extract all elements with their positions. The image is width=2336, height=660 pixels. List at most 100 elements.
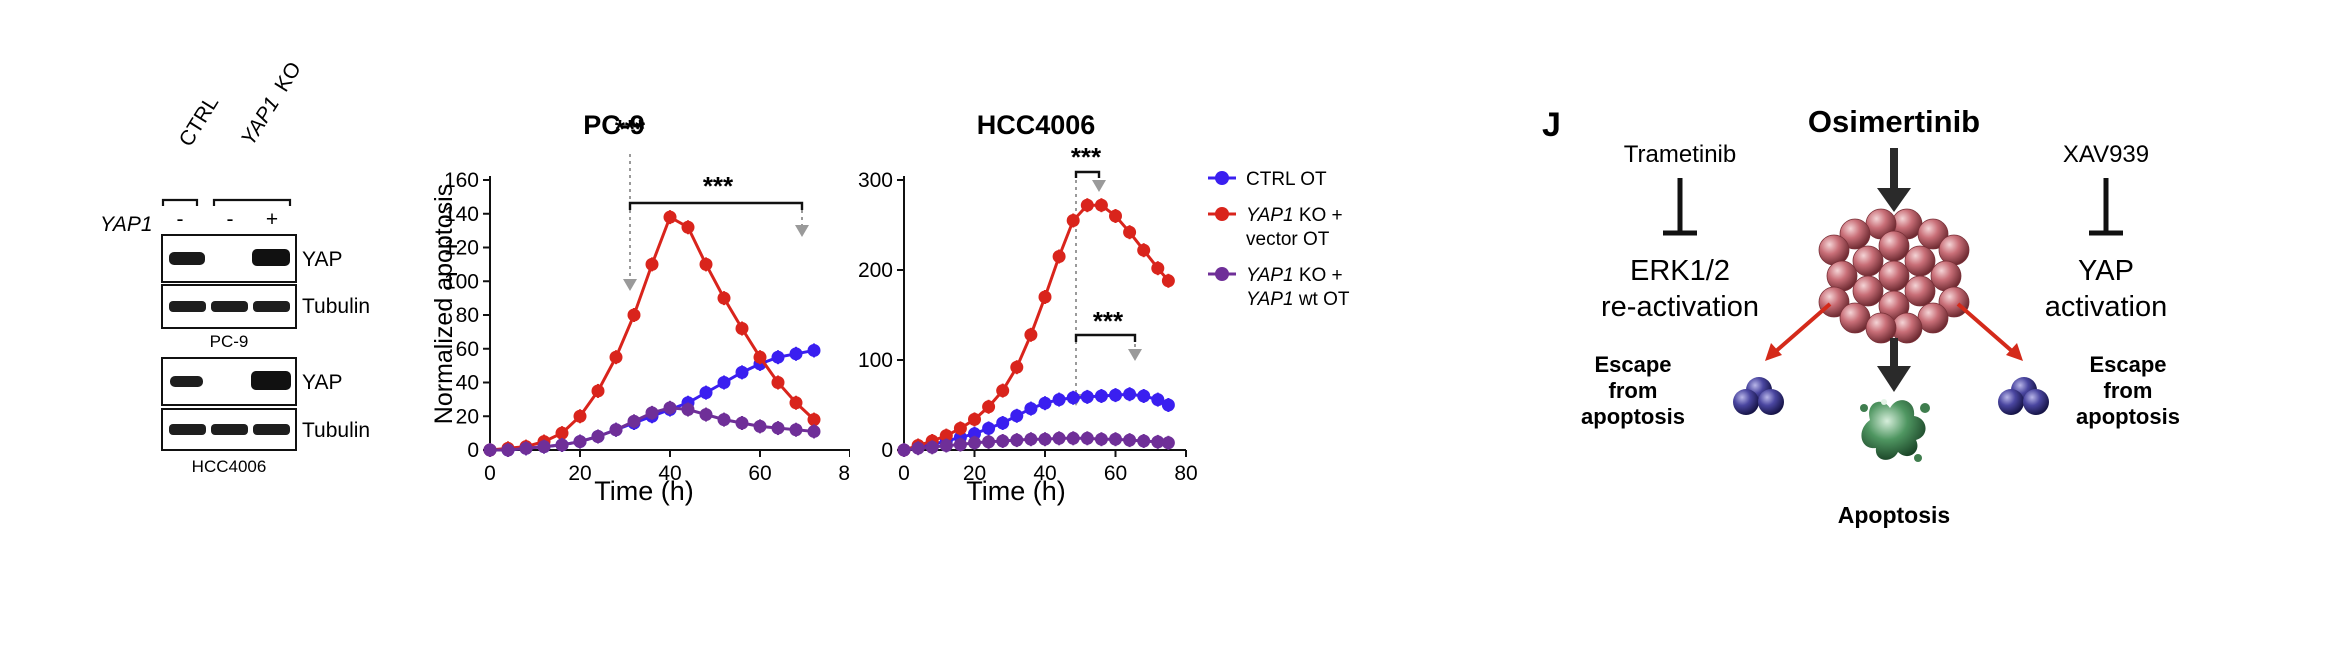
- xav939-inhibition-symbol: [2089, 178, 2123, 233]
- blot-band-pc9-tub-lane2: [211, 301, 248, 312]
- hcc-ytick-label: 0: [881, 439, 893, 462]
- pc9-point-yap1-ko-yap1-wt-ot: [628, 415, 641, 428]
- pc9-point-ctrl-ot: [772, 351, 785, 364]
- blot-bracket-ko: [214, 200, 290, 206]
- blot-cellline-pc9: PC-9: [210, 332, 249, 351]
- pc9-point-yap1-ko-vector-ot: [664, 211, 677, 224]
- hcc-point-yap1-ko-yap1-wt-ot: [1137, 435, 1150, 448]
- pc9-ytick-label: 40: [456, 372, 479, 395]
- hcc-xtick-label: 40: [1033, 462, 1056, 485]
- pc9-point-yap1-ko-yap1-wt-ot: [808, 425, 821, 438]
- left-escape-line-2: from: [1609, 378, 1658, 403]
- hcc-point-yap1-ko-yap1-wt-ot: [1109, 433, 1122, 446]
- tumor-cell-sphere: [1879, 261, 1909, 291]
- hcc-point-yap1-ko-yap1-wt-ot: [940, 439, 953, 452]
- pc9-ytick-label: 80: [456, 304, 479, 327]
- pc9-xtick-label: 20: [568, 462, 591, 485]
- chart-hcc-title: HCC4006: [977, 110, 1096, 140]
- tumor-cell-sphere: [1939, 235, 1969, 265]
- pc9-point-ctrl-ot: [808, 344, 821, 357]
- hcc-point-yap1-ko-vector-ot: [1081, 199, 1094, 212]
- blot-header-ko-suffix: KO: [270, 58, 306, 96]
- hcc-point-ctrl-ot: [996, 417, 1009, 430]
- pc9-point-yap1-ko-yap1-wt-ot: [502, 444, 515, 457]
- pc9-xtick-label: 80: [838, 462, 850, 485]
- blot-header-ko: YAP1 KO: [237, 58, 306, 150]
- pc9-point-yap1-ko-yap1-wt-ot: [754, 420, 767, 433]
- trametinib-inhibition-symbol: [1663, 178, 1697, 233]
- hcc-lower-bracket: [1076, 335, 1135, 342]
- hcc-xtick-label: 60: [1104, 462, 1127, 485]
- hcc-point-yap1-ko-yap1-wt-ot: [1039, 433, 1052, 446]
- hcc-ytick-label: 300: [858, 169, 893, 192]
- pc9-sig-bracket: [630, 203, 802, 210]
- blot-band-pc9-yap-lane1: [169, 252, 205, 265]
- blot-label-hcc-yap: YAP: [302, 371, 342, 394]
- hcc-xtick-label: 0: [898, 462, 910, 485]
- hcc-point-yap1-ko-vector-ot: [1109, 210, 1122, 223]
- hcc-point-ctrl-ot: [1162, 399, 1175, 412]
- hcc-point-yap1-ko-yap1-wt-ot: [968, 436, 981, 449]
- pc9-point-yap1-ko-vector-ot: [700, 258, 713, 271]
- blot-band-hcc-tub-lane3: [253, 424, 290, 435]
- schematic-bottom-label: Apoptosis: [1838, 502, 1950, 528]
- blot-label-pc9-yap: YAP: [302, 248, 342, 271]
- pc9-point-yap1-ko-vector-ot: [790, 396, 803, 409]
- hcc-point-yap1-ko-yap1-wt-ot: [996, 435, 1009, 448]
- pc9-ytick-label: 160: [444, 169, 479, 192]
- hcc-point-yap1-ko-yap1-wt-ot: [1024, 433, 1037, 446]
- hcc-arrowhead-54h: [1092, 180, 1106, 192]
- apoptotic-cell-icon: [1860, 399, 1930, 462]
- blot-band-pc9-tub-lane3: [253, 301, 290, 312]
- pc9-point-ctrl-ot: [790, 347, 803, 360]
- hcc-point-yap1-ko-yap1-wt-ot: [926, 441, 939, 454]
- hcc-point-yap1-ko-vector-ot: [1024, 328, 1037, 341]
- pc9-point-yap1-ko-yap1-wt-ot: [718, 413, 731, 426]
- hcc-point-yap1-ko-vector-ot: [1162, 274, 1175, 287]
- right-escape-line-1: Escape: [2089, 352, 2166, 377]
- pc9-point-ctrl-ot: [718, 376, 731, 389]
- hcc-point-ctrl-ot: [1039, 397, 1052, 410]
- hcc-point-yap1-ko-vector-ot: [982, 400, 995, 413]
- pc9-ytick-label: 20: [456, 405, 479, 428]
- pc9-point-yap1-ko-vector-ot: [574, 410, 587, 423]
- hcc-arrowhead-64h: [1128, 349, 1142, 361]
- pc9-xtick-label: 60: [748, 462, 771, 485]
- legend-marker-ctrl-ot: [1215, 171, 1229, 185]
- hcc-point-ctrl-ot: [1067, 391, 1080, 404]
- blot-row-label: YAP1: [100, 213, 153, 236]
- mechanism-schematic: J Osimertinib Trametinib ERK1/2 re-activ…: [1520, 90, 2220, 550]
- pc9-point-yap1-ko-yap1-wt-ot: [520, 442, 533, 455]
- pc9-point-yap1-ko-yap1-wt-ot: [664, 401, 677, 414]
- hcc-point-ctrl-ot: [982, 422, 995, 435]
- hcc-xtick-label: 80: [1174, 462, 1197, 485]
- apoptosis-down-arrow: [1877, 338, 1911, 392]
- hcc-point-yap1-ko-vector-ot: [1151, 262, 1164, 275]
- legend-marker-yap1-ko-vector-ot: [1215, 207, 1229, 221]
- hcc-point-yap1-ko-yap1-wt-ot: [1053, 432, 1066, 445]
- pc9-point-yap1-ko-vector-ot: [754, 351, 767, 364]
- hcc-point-ctrl-ot: [1053, 393, 1066, 406]
- schematic-center-drug: Osimertinib: [1808, 104, 1980, 139]
- hcc-series-line-yap1-ko-vector-ot: [904, 205, 1168, 450]
- blot-label-pc9-tubulin: Tubulin: [302, 295, 370, 318]
- hcc-point-yap1-ko-vector-ot: [1053, 250, 1066, 263]
- hcc-point-ctrl-ot: [1109, 389, 1122, 402]
- right-escape-line-2: from: [2104, 378, 2153, 403]
- osimertinib-down-arrow: [1877, 148, 1911, 212]
- escape-cells-left: [1733, 377, 1784, 415]
- blot-band-hcc-yap-lane1: [170, 376, 203, 387]
- hcc-point-yap1-ko-yap1-wt-ot: [1067, 432, 1080, 445]
- pc9-point-yap1-ko-yap1-wt-ot: [646, 406, 659, 419]
- legend-marker-yap1-ko-yap1-wt-ot: [1215, 267, 1229, 281]
- hcc-point-yap1-ko-yap1-wt-ot: [1010, 434, 1023, 447]
- schematic-right-inhibitor: XAV939: [2063, 141, 2149, 168]
- pc9-point-yap1-ko-yap1-wt-ot: [772, 422, 785, 435]
- pc9-point-yap1-ko-vector-ot: [592, 384, 605, 397]
- pc9-point-yap1-ko-yap1-wt-ot: [736, 417, 749, 430]
- hcc-point-yap1-ko-yap1-wt-ot: [1081, 432, 1094, 445]
- hcc-point-yap1-ko-yap1-wt-ot: [1162, 436, 1175, 449]
- schematic-left-inhibitor: Trametinib: [1624, 141, 1736, 168]
- panel-letter-j: J: [1542, 106, 1561, 144]
